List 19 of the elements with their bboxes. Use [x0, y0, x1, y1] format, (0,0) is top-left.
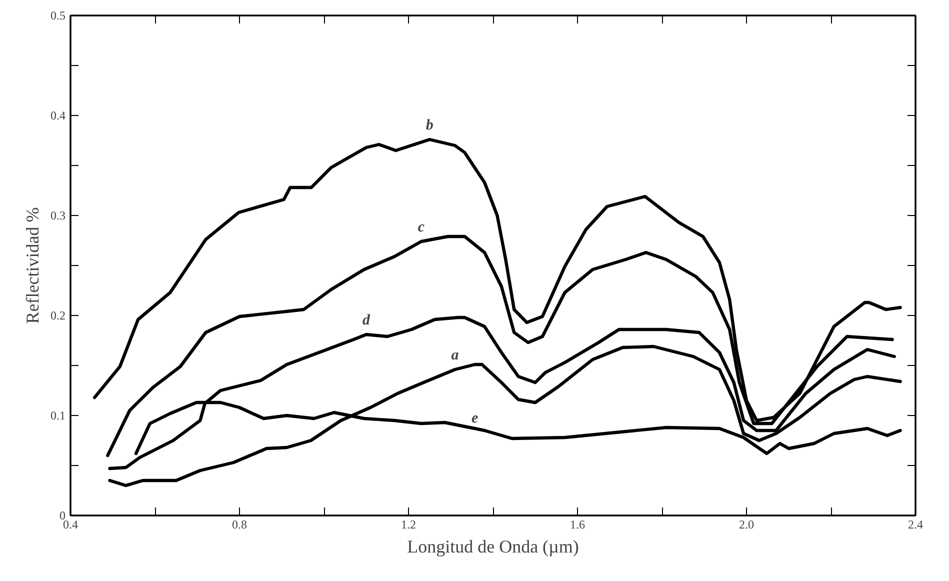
x-tick-label: 2.0 [739, 518, 754, 532]
annotation: d [362, 312, 370, 328]
x-tick-label: 1.2 [401, 518, 416, 532]
annotation: a [451, 348, 460, 364]
y-tick-label: 0 [60, 508, 66, 522]
x-axis-title: Longitud de Onda (µm) [407, 536, 579, 556]
annotation: e [472, 410, 479, 426]
y-tick-label: 0.5 [50, 8, 66, 22]
x-tick-label: 2.4 [908, 518, 923, 532]
x-tick-label: 0.4 [63, 518, 78, 532]
x-tick-label: 0.8 [232, 518, 247, 532]
y-tick-label: 0.4 [50, 108, 66, 122]
y-tick-label: 0.1 [50, 408, 66, 422]
y-axis-title: Reflectividad % [22, 207, 42, 324]
x-tick-label: 1.6 [570, 518, 585, 532]
annotation: c [418, 220, 425, 236]
y-tick-label: 0.2 [50, 308, 66, 322]
annotation: b [426, 118, 434, 134]
y-tick-label: 0.3 [50, 208, 66, 222]
